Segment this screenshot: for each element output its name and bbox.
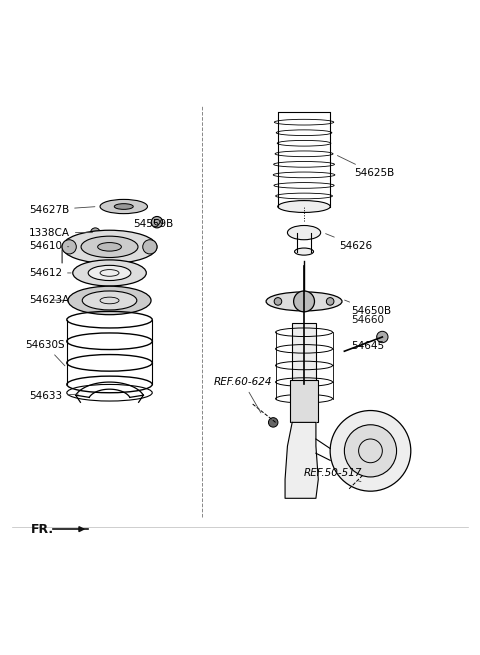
Circle shape — [377, 331, 388, 343]
Text: 54660: 54660 — [351, 316, 384, 326]
Circle shape — [143, 240, 157, 254]
Text: 54630S: 54630S — [25, 340, 65, 365]
Ellipse shape — [81, 236, 138, 257]
Ellipse shape — [288, 225, 321, 240]
Text: 1338CA: 1338CA — [29, 227, 93, 238]
Circle shape — [91, 228, 100, 237]
Ellipse shape — [114, 204, 133, 210]
Text: 54626: 54626 — [325, 234, 373, 251]
Text: 54627B: 54627B — [29, 205, 95, 215]
Ellipse shape — [62, 231, 157, 263]
Ellipse shape — [73, 260, 146, 286]
Text: 54612: 54612 — [29, 268, 71, 278]
Ellipse shape — [88, 265, 131, 280]
Ellipse shape — [278, 200, 330, 212]
Circle shape — [274, 297, 282, 305]
Text: 54645: 54645 — [351, 337, 384, 350]
Circle shape — [268, 418, 278, 427]
Ellipse shape — [97, 242, 121, 251]
Text: 54633: 54633 — [29, 391, 78, 402]
Circle shape — [326, 297, 334, 305]
Text: 54610: 54610 — [29, 241, 69, 251]
Bar — [292, 323, 316, 384]
Ellipse shape — [100, 199, 147, 214]
Ellipse shape — [68, 286, 151, 314]
Ellipse shape — [295, 248, 313, 255]
Text: 54623A: 54623A — [29, 295, 69, 305]
Polygon shape — [285, 422, 318, 498]
Text: 54559B: 54559B — [133, 219, 173, 229]
Circle shape — [62, 240, 76, 254]
Circle shape — [151, 217, 163, 228]
Text: REF.50-517: REF.50-517 — [304, 468, 362, 481]
Bar — [290, 380, 318, 422]
Circle shape — [294, 291, 314, 312]
Text: FR.: FR. — [31, 523, 54, 536]
Text: 54650B: 54650B — [345, 300, 392, 316]
Text: 54625B: 54625B — [337, 155, 394, 178]
Circle shape — [330, 411, 411, 491]
Text: REF.60-624: REF.60-624 — [214, 377, 273, 413]
Circle shape — [300, 297, 308, 305]
Ellipse shape — [82, 291, 137, 310]
Circle shape — [344, 424, 396, 477]
Ellipse shape — [266, 292, 342, 311]
